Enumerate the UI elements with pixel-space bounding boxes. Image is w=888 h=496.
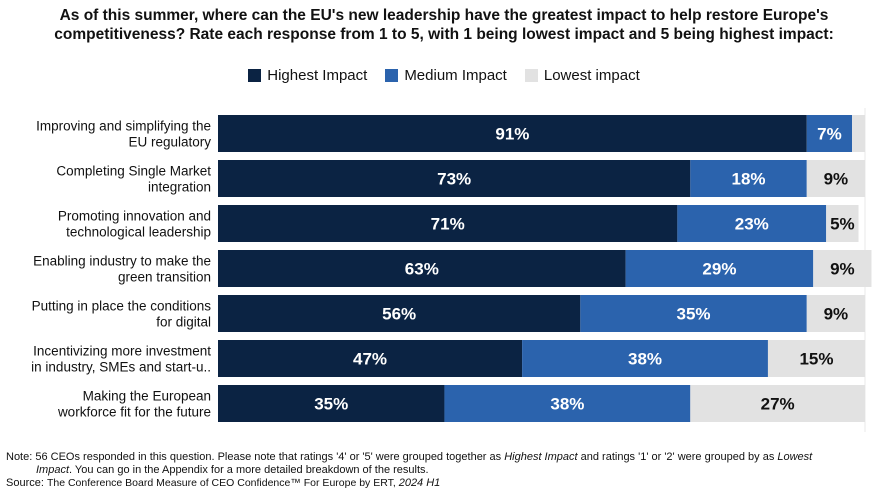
category-label: technological leadership xyxy=(66,225,211,240)
source: Source: The Conference Board Measure of … xyxy=(6,477,440,489)
bar-segment xyxy=(806,295,865,332)
data-label: 9% xyxy=(824,170,849,189)
category-label: Improving and simplifying the xyxy=(36,119,211,134)
bar-segment xyxy=(522,340,768,377)
category-label: Completing Single Market xyxy=(56,164,211,179)
bar-segment xyxy=(444,385,691,422)
bar-segment xyxy=(852,115,865,152)
bar-segment xyxy=(690,385,865,422)
bar-segment xyxy=(625,250,814,287)
data-label: 73% xyxy=(437,170,471,189)
bar-segment xyxy=(218,295,581,332)
note-text: Note: 56 CEOs responded in this question… xyxy=(6,451,505,463)
category-label: EU regulatory xyxy=(128,135,211,150)
note-text: . You can go in the Appendix for a more … xyxy=(69,464,429,476)
data-label: 15% xyxy=(799,350,833,369)
legend-swatch xyxy=(524,69,538,82)
legend: Highest Impact Medium Impact Lowest impa… xyxy=(0,67,888,84)
data-label: 9% xyxy=(824,305,849,324)
category-label: workforce fit for the future xyxy=(57,405,211,420)
data-label: 27% xyxy=(761,395,795,414)
data-label: 9% xyxy=(830,260,855,279)
bar-segment xyxy=(218,160,691,197)
data-label: 5% xyxy=(830,215,855,234)
legend-label: Medium Impact xyxy=(404,67,507,84)
note-em: Lowest xyxy=(777,451,813,463)
category-label: in industry, SMEs and start-u.. xyxy=(31,360,211,375)
data-label: 23% xyxy=(735,215,769,234)
data-label: 7% xyxy=(817,125,842,144)
source-em: 2024 H1 xyxy=(398,477,441,489)
data-label: 38% xyxy=(550,395,584,414)
source-label: Source: xyxy=(6,477,47,489)
footnote: Note: 56 CEOs responded in this question… xyxy=(6,451,886,477)
legend-label: Lowest impact xyxy=(543,67,640,84)
bar-segment xyxy=(806,160,865,197)
bar-segment xyxy=(218,340,523,377)
bar-segment xyxy=(218,385,445,422)
category-label: Making the European xyxy=(83,389,211,404)
category-label: Promoting innovation and xyxy=(58,209,211,224)
bar-segment xyxy=(677,205,827,242)
data-label: 56% xyxy=(382,305,416,324)
data-label: 29% xyxy=(702,260,736,279)
category-label: for digital xyxy=(156,315,211,330)
data-label: 35% xyxy=(677,305,711,324)
data-label: 47% xyxy=(353,350,387,369)
data-label: 91% xyxy=(495,125,529,144)
data-label: 71% xyxy=(431,215,465,234)
data-label: 63% xyxy=(405,260,439,279)
bar-segment xyxy=(813,250,872,287)
bar-segment xyxy=(690,160,807,197)
bar-segment xyxy=(218,250,626,287)
bar-segment xyxy=(767,340,865,377)
legend-label: Highest Impact xyxy=(267,67,368,84)
data-label: 38% xyxy=(628,350,662,369)
bar-segment xyxy=(218,115,807,152)
note-text: and ratings '1' or '2' were grouped by a… xyxy=(577,451,778,463)
data-label: 35% xyxy=(314,395,348,414)
legend-swatch xyxy=(385,69,399,82)
note-em: Highest Impact xyxy=(504,451,578,463)
category-label: Enabling industry to make the xyxy=(33,254,211,269)
data-label: 18% xyxy=(732,170,766,189)
category-label: integration xyxy=(148,180,211,195)
category-label: Incentivizing more investment xyxy=(33,344,211,359)
bar-segment xyxy=(218,205,678,242)
legend-item-highest: Highest Impact xyxy=(248,67,367,84)
legend-swatch xyxy=(248,69,262,82)
bar-segment xyxy=(826,205,859,242)
bar-segment xyxy=(580,295,807,332)
source-text: The Conference Board Measure of CEO Conf… xyxy=(46,477,399,489)
bar-segment xyxy=(806,115,853,152)
legend-item-lowest: Lowest impact xyxy=(524,67,640,84)
chart-title: As of this summer, where can the EU's ne… xyxy=(54,7,834,43)
legend-item-medium: Medium Impact xyxy=(385,67,507,84)
note-em: Impact xyxy=(36,464,70,476)
category-label: green transition xyxy=(118,270,211,285)
category-label: Putting in place the conditions xyxy=(32,299,212,314)
